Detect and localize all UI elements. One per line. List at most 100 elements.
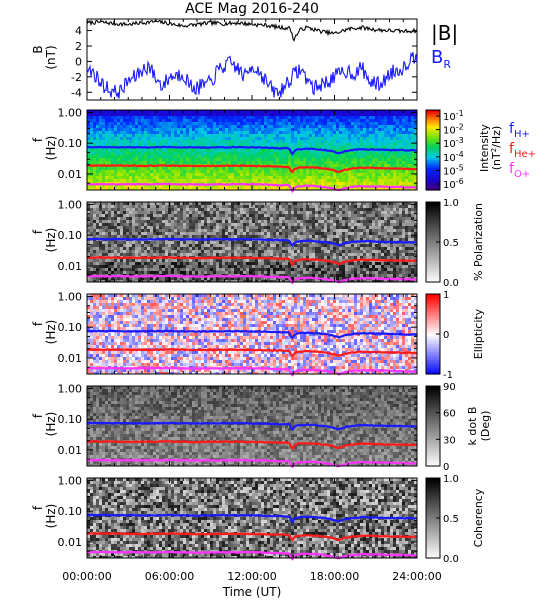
- f-he-line: [86, 255, 418, 267]
- colorbar-tick-label: 1.0: [443, 198, 459, 209]
- coherency-ytick-label: 0.01: [58, 536, 83, 549]
- kdotb-ytick-label: 0.01: [58, 444, 83, 457]
- legend-he: fHe+: [509, 141, 536, 160]
- intensity-ytick-label: 0.01: [58, 168, 83, 181]
- f-he-line: [86, 348, 417, 358]
- coherency-colorbar-label: Coherency: [472, 488, 485, 547]
- f-h-line: [87, 329, 418, 340]
- coherency-ytick-label: 0.10: [58, 505, 83, 518]
- f-o-line: [86, 550, 418, 561]
- colorbar-tick-label: 10-5: [443, 163, 464, 177]
- coherency-heatmap-cells: [87, 478, 417, 558]
- kdotb-colorbar-unit: (Deg): [479, 411, 492, 442]
- legend-h: fH+: [509, 121, 530, 140]
- coherency-ytick-label: 1.00: [58, 474, 83, 487]
- colorbar-tick-label: 0: [443, 462, 449, 473]
- kdotb-yunit: (Hz): [44, 412, 58, 437]
- legend-b-radial: BR: [431, 47, 451, 71]
- coherency-yunit: (Hz): [44, 504, 58, 529]
- polarization-colorbar: 1.0 0.5 0.0 % Polarization: [425, 198, 485, 289]
- field-ytick-label: 0: [75, 55, 82, 68]
- kdotb-ylabel: f: [31, 413, 45, 418]
- f-o-line: [86, 182, 418, 194]
- intensity-panel: 1.00 0.10 0.01 f (Hz) 10-110-210-310-410-510-…: [31, 106, 536, 194]
- ellipticity-ylabel: f: [31, 321, 45, 326]
- intensity-colorbar: 10-110-210-310-410-510-6 Intensity (nT2/Hz…: [425, 109, 503, 191]
- f-he-line: [86, 164, 418, 174]
- figure-title: ACE Mag 2016-240: [185, 1, 319, 17]
- f-he-line: [86, 440, 418, 451]
- intensity-ytick-label: 1.00: [58, 106, 83, 119]
- f-h-line: [86, 145, 418, 156]
- colorbar-tick-label: 0.5: [443, 514, 459, 525]
- polarization-colorbar-label: % Polarization: [472, 203, 485, 281]
- colorbar-tick-label: 0: [443, 330, 449, 341]
- field-yunit: (nT): [44, 45, 58, 69]
- colorbar-tick-label: -1: [443, 370, 453, 381]
- field-plot-frame: [86, 18, 418, 101]
- colorbar-tick-label: 60: [443, 409, 456, 420]
- colorbar-tick-label: 10-1: [443, 109, 464, 123]
- f-o-line: [87, 366, 418, 377]
- time-tick-label: 06:00:00: [145, 570, 194, 583]
- intensity-heatmap-cells: [87, 110, 417, 190]
- intensity-yunit: (Hz): [44, 136, 58, 161]
- coherency-ylabel: f: [31, 505, 45, 510]
- time-axis-label: Time (UT): [222, 585, 282, 599]
- polarization-ytick-label: 0.01: [58, 260, 83, 273]
- legend-o: fO+: [509, 161, 530, 180]
- kdotb-panel: 1.00 0.10 0.01 f (Hz) 90 60 30 0 k dot B (Deg): [31, 382, 492, 473]
- kdotb-colorbar-frame: [425, 385, 441, 467]
- time-tick-label: 18:00:00: [310, 570, 359, 583]
- f-he-line: [86, 531, 418, 542]
- colorbar-tick-label: 10-2: [443, 123, 464, 137]
- colorbar-tick-label: 90: [443, 382, 456, 393]
- b-total-series: [86, 19, 418, 42]
- polarization-ytick-label: 1.00: [58, 198, 83, 211]
- f-h-line: [86, 421, 418, 431]
- colorbar-tick-label: 10-3: [443, 136, 464, 150]
- ellipticity-colorbar-label: Ellipticity: [472, 308, 485, 359]
- polarization-ylabel: f: [31, 229, 45, 234]
- field-ytick-label: -2: [71, 71, 82, 84]
- colorbar-tick-label: 1: [443, 290, 449, 301]
- f-o-line: [86, 458, 418, 469]
- time-tick-label: 12:00:00: [227, 570, 276, 583]
- colorbar-tick-label: 10-6: [443, 177, 464, 191]
- ellipticity-yunit: (Hz): [44, 320, 58, 345]
- intensity-colorbar-unit: (nT2/Hz): [490, 126, 503, 171]
- coherency-colorbar: 1.0 0.5 0.0 Coherency: [425, 474, 485, 565]
- b-radial-series: [86, 51, 418, 99]
- intensity-ytick-label: 0.10: [58, 137, 83, 150]
- ellipticity-ytick-label: 0.10: [58, 321, 83, 334]
- colorbar-tick-label: 0.0: [443, 554, 459, 565]
- kdotb-ytick-label: 1.00: [58, 382, 83, 395]
- f-h-line: [86, 237, 417, 248]
- colorbar-tick-label: 0.5: [443, 238, 459, 249]
- ellipticity-ytick-label: 0.01: [58, 352, 83, 365]
- field-ytick-label: 4: [75, 25, 82, 38]
- colorbar-tick-label: 0.0: [443, 278, 459, 289]
- colorbar-tick-label: 1.0: [443, 474, 459, 485]
- field-ytick-label: -4: [71, 86, 82, 99]
- legend-b-total: |B|: [431, 21, 458, 45]
- f-h-line: [86, 513, 418, 524]
- field-ytick-label: 2: [75, 40, 82, 53]
- ellipticity-ytick-label: 1.00: [58, 290, 83, 303]
- coherency-panel: 1.00 0.10 0.01 f (Hz) 1.0 0.5 0.0 Coherency: [31, 474, 485, 565]
- time-tick-label: 24:00:00: [392, 570, 441, 583]
- intensity-colorbar-label: Intensity: [478, 124, 491, 172]
- panels: 420-2-4B (nT)|B|BR1.000.100.01f (Hz)10-110…: [31, 18, 536, 565]
- polarization-panel: 1.00 0.10 0.01 f (Hz) 1.0 0.5 0.0 % Polarization: [31, 198, 485, 289]
- f-o-line: [86, 274, 417, 285]
- time-tick-label: 00:00:00: [62, 570, 111, 583]
- colorbar-tick-label: 30: [443, 435, 456, 446]
- intensity-ylabel: f: [31, 137, 45, 142]
- field-panel: 4 2 0 -2 -4 B (nT) |B|BR: [31, 18, 458, 101]
- polarization-ytick-label: 0.10: [58, 229, 83, 242]
- field-ylabel: B: [31, 45, 45, 53]
- intensity-colorbar-frame: [425, 109, 441, 191]
- ellipticity-panel: 1.00 0.10 0.01 f (Hz) 1 0 -1 Ellipticity: [31, 290, 485, 381]
- time-axis: Time (UT) 00:00:00 06:00:00 12:00:00 18:00:…: [62, 570, 441, 599]
